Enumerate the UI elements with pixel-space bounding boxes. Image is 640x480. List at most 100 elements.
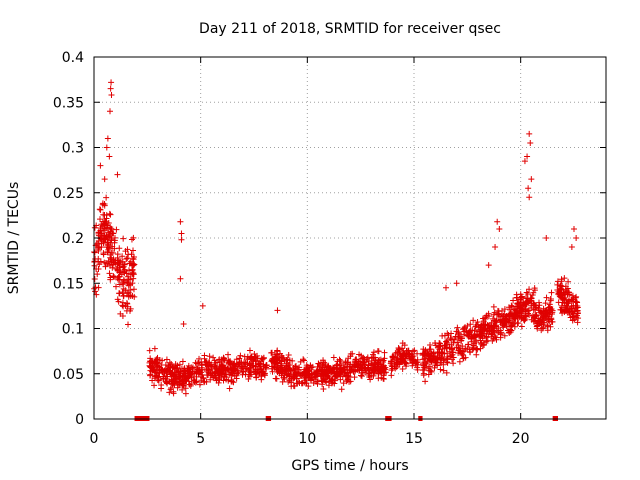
data-point [248, 353, 255, 360]
y-tick-label: 0.4 [62, 50, 84, 66]
data-point [211, 373, 218, 380]
data-point [440, 361, 447, 368]
data-point [336, 356, 343, 363]
data-point [439, 332, 446, 339]
data-point [193, 378, 200, 385]
data-point [426, 346, 433, 353]
y-tick-label: 0.1 [62, 322, 84, 338]
data-point [493, 317, 500, 324]
data-point [481, 339, 488, 346]
data-point [254, 352, 261, 359]
data-point [565, 278, 572, 285]
data-point [437, 355, 444, 362]
data-point [441, 342, 448, 349]
data-point [515, 300, 522, 307]
data-point [124, 255, 131, 262]
data-point [358, 352, 365, 359]
data-point [97, 206, 104, 213]
data-point [435, 348, 442, 355]
y-tick-label: 0.25 [53, 186, 84, 202]
data-point [492, 244, 499, 251]
data-point [176, 368, 183, 375]
data-point [98, 221, 105, 228]
data-point [279, 368, 286, 375]
data-point [460, 331, 467, 338]
data-point [202, 361, 209, 368]
data-point [531, 314, 538, 321]
data-point [543, 308, 550, 315]
data-point [123, 300, 130, 307]
data-point [101, 200, 108, 207]
data-point [403, 360, 410, 367]
data-point [509, 303, 516, 310]
data-point [106, 270, 113, 277]
data-point [320, 385, 327, 392]
data-point [248, 354, 255, 361]
axis-ticks: 0 5 10 15 20 0 0.05 0.1 0.15 0.2 0.25 0.3 0.35 0.4 [53, 50, 606, 447]
y-tick-label: 0.15 [53, 276, 84, 292]
data-point [542, 300, 549, 307]
data-point [129, 292, 136, 299]
data-point [114, 171, 121, 178]
x-tick-label: 5 [196, 431, 205, 447]
data-point [568, 296, 575, 303]
data-point [359, 364, 366, 371]
data-point [473, 337, 480, 344]
data-point [104, 241, 111, 248]
data-point [529, 292, 536, 299]
data-point [572, 298, 579, 305]
data-point [223, 376, 230, 383]
y-tick-label: 0.05 [53, 367, 84, 383]
data-point [321, 376, 328, 383]
data-point [524, 290, 531, 297]
data-point [336, 371, 343, 378]
data-point [108, 92, 115, 99]
data-point [371, 367, 378, 374]
data-point [340, 380, 347, 387]
data-point [318, 367, 325, 374]
data-point [234, 367, 241, 374]
data-point [274, 307, 281, 314]
data-point [425, 371, 432, 378]
data-point [151, 375, 158, 382]
data-point [256, 360, 263, 367]
data-point [467, 321, 474, 328]
data-point [299, 380, 306, 387]
data-point [337, 357, 344, 364]
data-point [507, 328, 514, 335]
data-point [119, 281, 126, 288]
data-point [512, 315, 519, 322]
data-point [120, 235, 127, 242]
data-point [194, 367, 201, 374]
data-point [155, 360, 162, 367]
data-point [213, 365, 220, 372]
data-point [379, 367, 386, 374]
data-point [186, 381, 193, 388]
data-point [545, 316, 552, 323]
data-point [544, 322, 551, 329]
data-point [97, 162, 104, 169]
data-point [196, 381, 203, 388]
data-point [300, 356, 307, 363]
data-point [286, 357, 293, 364]
data-point [243, 365, 250, 372]
data-point [91, 249, 98, 256]
data-point [507, 306, 514, 313]
data-point [95, 258, 102, 265]
data-point [389, 363, 396, 370]
data-point [103, 215, 110, 222]
data-point [244, 356, 251, 363]
y-axis-label: SRMTID / TECUs [6, 182, 22, 295]
data-point [155, 374, 162, 381]
data-point [470, 342, 477, 349]
data-point [130, 247, 137, 254]
x-tick-label: 0 [90, 431, 99, 447]
data-point [395, 345, 402, 352]
data-point [278, 372, 285, 379]
data-point [344, 359, 351, 366]
data-point [328, 377, 335, 384]
data-point [166, 359, 173, 366]
data-point [245, 371, 252, 378]
data-point [181, 382, 188, 389]
